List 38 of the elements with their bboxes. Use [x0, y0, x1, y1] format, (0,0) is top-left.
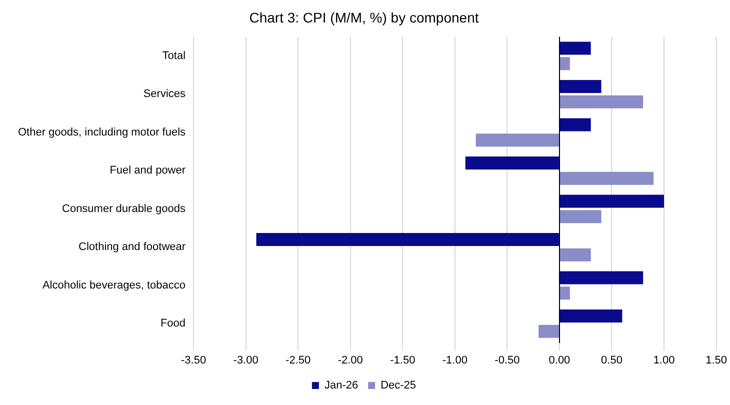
- bar: [560, 95, 644, 108]
- bar: [476, 134, 559, 147]
- x-tick-label: -1.00: [442, 354, 468, 366]
- bar: [560, 118, 591, 132]
- y-tick-label: Clothing and footwear: [78, 241, 186, 254]
- y-tick-label: Other goods, including motor fuels: [18, 126, 186, 138]
- x-tick-label: -3.50: [180, 354, 206, 366]
- bar: [538, 324, 559, 338]
- bar: [560, 210, 602, 224]
- bar: [465, 156, 559, 170]
- x-tick-label: -2.50: [286, 354, 311, 366]
- bar: [560, 271, 644, 284]
- chart-title: Chart 3: CPI (M/M, %) by component: [249, 9, 479, 26]
- y-tick-label: Total: [162, 50, 186, 62]
- x-tick-label: -1.50: [390, 354, 416, 366]
- bar: [560, 57, 570, 70]
- bar: [560, 286, 570, 300]
- bar: [560, 310, 622, 323]
- bar: [560, 194, 664, 208]
- x-tick-label: -3.00: [233, 354, 258, 366]
- y-tick-label: Services: [143, 88, 186, 100]
- bar: [560, 80, 602, 94]
- x-tick-label: -2.00: [338, 354, 363, 366]
- x-tick-label: -0.50: [494, 354, 520, 366]
- y-tick-label: Food: [160, 318, 186, 330]
- x-tick-label: 1.50: [706, 354, 728, 366]
- bar: [560, 42, 591, 55]
- bar: [560, 172, 654, 185]
- bar: [560, 248, 591, 262]
- y-tick-label: Fuel and power: [110, 164, 186, 177]
- bar: [256, 233, 559, 246]
- x-tick-label: 1.00: [653, 354, 675, 366]
- x-tick-label: 0.00: [548, 354, 570, 366]
- y-tick-label: Alcoholic beverages, tobacco: [42, 279, 186, 292]
- legend-label: Jan-26: [324, 380, 358, 392]
- legend-label: Dec-25: [380, 380, 416, 392]
- x-tick-label: 0.50: [601, 354, 622, 366]
- y-tick-label: Consumer durable goods: [62, 202, 186, 215]
